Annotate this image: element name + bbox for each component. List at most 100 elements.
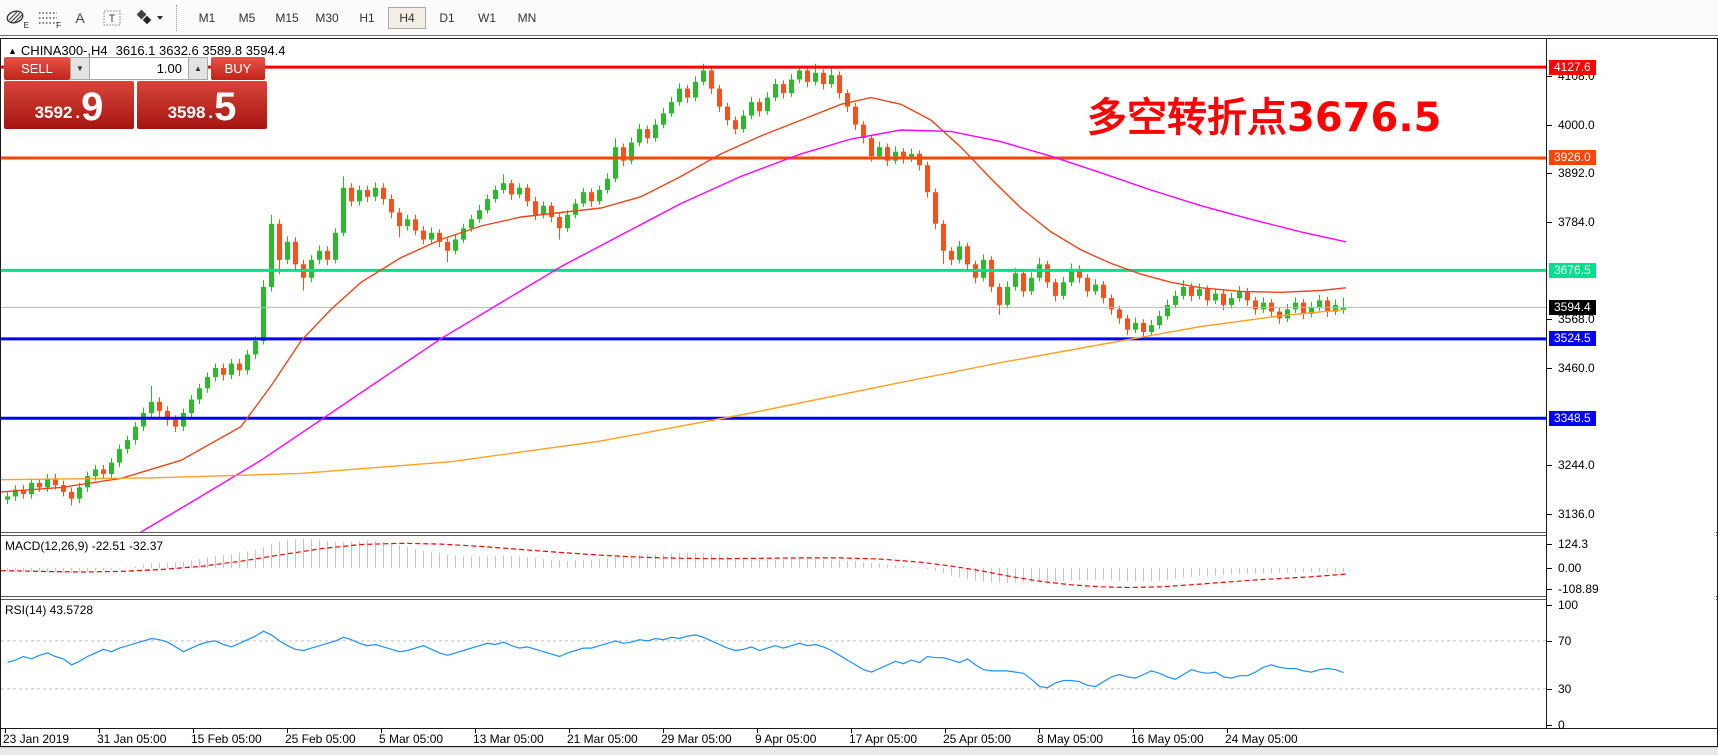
pane-splitter[interactable] (1, 596, 1717, 600)
candle-body (477, 210, 482, 220)
candle-body (557, 217, 562, 229)
candle-body (317, 250, 322, 260)
candle-body (245, 354, 250, 371)
candle-body (1133, 322, 1138, 330)
candle-body (917, 153, 922, 166)
candle-body (197, 388, 202, 400)
arrows-tool-icon[interactable] (129, 5, 167, 31)
timeframe-button-m1[interactable]: M1 (198, 10, 216, 25)
sell-price-box[interactable]: 3592. 9 (4, 81, 134, 129)
candle-body (397, 212, 402, 226)
candle-body (589, 192, 594, 202)
chart-title: ▲ CHINA300-,H4 3616.1 3632.6 3589.8 3594.4 (8, 43, 286, 58)
timeframe-button-w1[interactable]: W1 (478, 10, 496, 25)
candle-body (997, 286, 1002, 305)
candle-body (189, 399, 194, 413)
candle-body (1309, 307, 1314, 314)
sell-button[interactable]: SELL (4, 57, 70, 80)
candle-body (509, 183, 514, 195)
candle-body (645, 129, 650, 139)
timeframe-button-h1[interactable]: H1 (359, 10, 375, 25)
ellipse-tool-icon[interactable]: E (1, 5, 31, 31)
candle-body (565, 214, 570, 229)
pane-splitter[interactable] (1, 532, 1717, 536)
rsi-tick-label: 30 (1547, 682, 1571, 696)
candle-body (1101, 284, 1106, 299)
timeframe-button-group: M1 M5 M15 M30 H1 H4 D1 W1 MN (187, 6, 547, 29)
candle-body (797, 70, 802, 80)
candle-body (1117, 309, 1122, 319)
buy-price-box[interactable]: 3598. 5 (137, 81, 267, 129)
candle-body (853, 106, 858, 125)
volume-decrease-button[interactable]: ▼ (70, 57, 90, 80)
candle-body (733, 120, 738, 130)
volume-increase-button[interactable]: ▲ (188, 57, 208, 80)
timeframe-button-d1[interactable]: D1 (439, 10, 455, 25)
candle-body (709, 70, 714, 89)
candle-body (1245, 291, 1250, 301)
timeframe-button-m5[interactable]: M5 (238, 10, 256, 25)
timeframe-button-m30[interactable]: M30 (315, 10, 339, 25)
text-tool-icon[interactable]: T (97, 5, 127, 31)
macd-indicator-pane[interactable] (1, 536, 1546, 596)
symbol-collapse-icon[interactable]: ▲ (8, 46, 17, 56)
time-label: 29 Mar 05:00 (661, 732, 732, 746)
chart-area[interactable]: ▲ CHINA300-,H4 3616.1 3632.6 3589.8 3594.4… (0, 38, 1718, 747)
candle-body (1165, 304, 1170, 317)
candle-body (1053, 282, 1058, 296)
candle-body (181, 413, 186, 427)
candle-body (781, 84, 786, 94)
time-tick (475, 729, 476, 733)
candle-body (901, 151, 906, 159)
candle-body (1333, 304, 1338, 312)
volume-input[interactable] (90, 57, 188, 80)
label-tool-icon[interactable]: A (65, 5, 95, 31)
candle-body (821, 72, 826, 85)
candle-body (205, 377, 210, 389)
buy-price-pips: 5 (214, 85, 237, 129)
candle-body (837, 75, 842, 94)
time-tick (851, 729, 852, 733)
time-label: 24 May 05:00 (1225, 732, 1298, 746)
time-label: 16 May 05:00 (1131, 732, 1204, 746)
candle-body (749, 102, 754, 116)
candle-body (1197, 289, 1202, 296)
candle-body (541, 205, 546, 215)
buy-button[interactable]: BUY (211, 57, 265, 80)
candle-body (269, 223, 274, 287)
candle-body (141, 413, 146, 427)
tool-sub-label: E (23, 20, 29, 30)
svg-text:T: T (109, 13, 116, 25)
price-axis[interactable]: 4108.0 4000.0 3892.0 3784.0 3568.0 3460.0 3244… (1546, 39, 1716, 732)
symbol-period-label: CHINA300-,H4 (20, 43, 108, 58)
candle-body (1253, 300, 1258, 310)
candle-body (725, 106, 730, 121)
rsi-tick-label: 100 (1547, 598, 1578, 612)
candle-body (1149, 325, 1154, 332)
price-level-badge: 3594.4 (1549, 300, 1596, 315)
time-label: 25 Feb 05:00 (285, 732, 356, 746)
price-level-badge: 3348.5 (1549, 411, 1596, 426)
timeframe-button-m15[interactable]: M15 (275, 10, 299, 25)
candle-body (1085, 277, 1090, 292)
candle-body (1021, 273, 1026, 292)
timeframe-button-mn[interactable]: MN (517, 10, 537, 25)
candle-body (1189, 286, 1194, 296)
time-axis[interactable]: 23 Jan 2019 31 Jan 05:00 15 Feb 05:00 25 Fe… (1, 728, 1717, 746)
rsi-indicator-pane[interactable] (1, 600, 1546, 728)
candle-body (77, 487, 82, 499)
price-level-badge: 3676.5 (1549, 263, 1596, 278)
one-click-trade-panel: SELL ▼ ▲ BUY 3592.9 3598.5 (4, 57, 268, 129)
price-level-badge: 3926.0 (1549, 150, 1596, 165)
top-toolbar: E F A T M1 M5 M15 M30 H1 H4 D (0, 0, 1718, 36)
time-tick (1133, 729, 1134, 733)
fibonacci-tool-icon[interactable]: F (33, 5, 63, 31)
time-label: 23 Jan 2019 (3, 732, 70, 746)
macd-signal-line (1, 542, 1347, 589)
candle-body (165, 410, 170, 420)
candle-body (981, 259, 986, 278)
candle-body (493, 190, 498, 199)
candle-body (757, 102, 762, 112)
candle-body (765, 97, 770, 112)
timeframe-button-h4[interactable]: H4 (388, 6, 426, 29)
